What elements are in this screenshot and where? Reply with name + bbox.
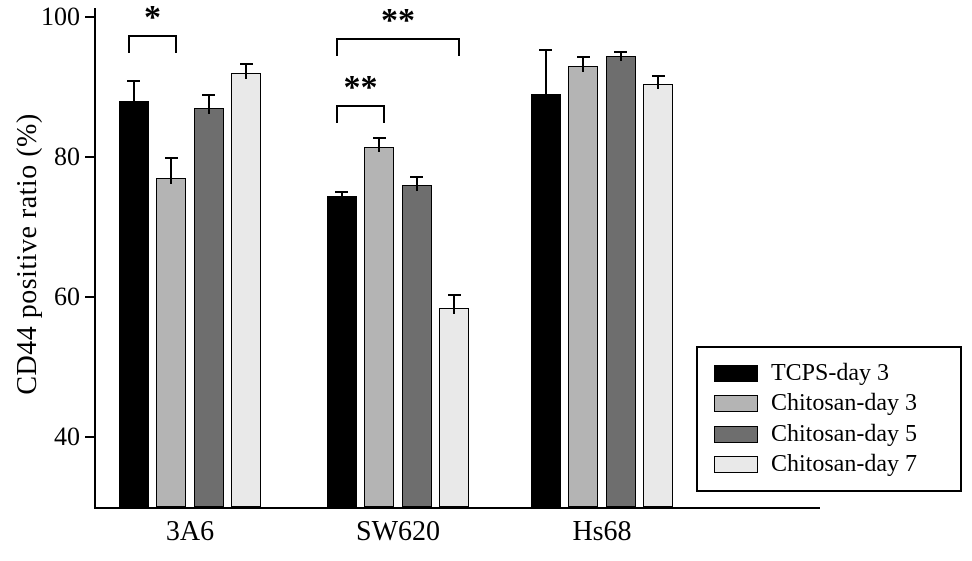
x-category-label: 3A6 — [165, 516, 215, 547]
bar — [118, 101, 149, 507]
legend-swatch — [714, 456, 758, 474]
legend-label: Chitosan-day 7 — [771, 451, 917, 478]
error-bar-line — [415, 175, 418, 191]
legend: TCPS-day 3 Chitosan-day 3 Chitosan-day 5 Ch… — [696, 346, 962, 492]
y-tick-mark — [85, 156, 94, 158]
error-bar-line — [453, 293, 456, 314]
error-bar-line — [132, 80, 135, 107]
error-bar-cap — [335, 190, 349, 193]
significance-label: ** — [343, 68, 378, 106]
x-category-label: Hs68 — [572, 516, 632, 547]
error-bar-cap — [239, 62, 253, 65]
legend-item: TCPS-day 3 — [714, 360, 944, 387]
y-tick-label: 40 — [54, 422, 80, 451]
legend-item: Chitosan-day 7 — [714, 451, 944, 478]
legend-label: Chitosan-day 5 — [771, 420, 917, 447]
legend-label: Chitosan-day 3 — [771, 390, 917, 417]
error-bar-cap — [576, 55, 590, 58]
error-bar-cap — [614, 50, 628, 53]
y-tick-mark — [85, 296, 94, 298]
legend-item: Chitosan-day 3 — [714, 390, 944, 417]
error-bar-line — [245, 62, 248, 79]
y-tick-mark — [85, 16, 94, 18]
error-bar-line — [657, 75, 660, 90]
error-bar-cap — [202, 94, 216, 96]
bar — [439, 307, 470, 507]
y-tick-label: 60 — [54, 282, 80, 311]
error-bar-cap — [164, 157, 178, 159]
significance-label: ** — [381, 2, 415, 39]
bar — [364, 146, 395, 507]
bar — [605, 55, 636, 507]
error-bar-line — [340, 190, 343, 202]
y-axis-line — [94, 8, 96, 509]
error-bar-cap — [127, 80, 141, 82]
x-axis-line — [94, 507, 820, 509]
error-bar-line — [582, 55, 585, 72]
significance-bracket — [335, 104, 386, 123]
significance-label: * — [144, 0, 161, 36]
x-category-label: SW620 — [356, 516, 440, 547]
legend-swatch — [714, 395, 758, 413]
bar — [530, 94, 561, 507]
error-bar-cap — [410, 175, 424, 178]
error-bar-line — [207, 94, 210, 114]
error-bar-line — [378, 137, 381, 153]
error-bar-line — [544, 48, 547, 100]
error-bar-cap — [651, 75, 665, 78]
y-tick-mark — [85, 436, 94, 438]
legend-swatch — [714, 364, 758, 382]
legend-swatch — [714, 425, 758, 443]
significance-bracket — [335, 38, 461, 56]
bar — [326, 195, 357, 507]
error-bar-cap — [372, 137, 386, 140]
bar — [193, 108, 224, 507]
bar — [568, 66, 599, 507]
error-bar-line — [619, 50, 622, 62]
y-tick-label: 100 — [41, 2, 80, 31]
legend-label: TCPS-day 3 — [771, 359, 890, 386]
legend-item: Chitosan-day 5 — [714, 421, 944, 448]
bar — [231, 73, 262, 507]
error-bar-cap — [447, 293, 461, 296]
significance-bracket — [127, 34, 178, 53]
bar — [401, 185, 432, 507]
y-tick-label: 80 — [54, 142, 80, 171]
bar — [156, 178, 187, 507]
error-bar-line — [170, 157, 173, 184]
error-bar-cap — [539, 48, 553, 51]
bar — [643, 83, 674, 507]
